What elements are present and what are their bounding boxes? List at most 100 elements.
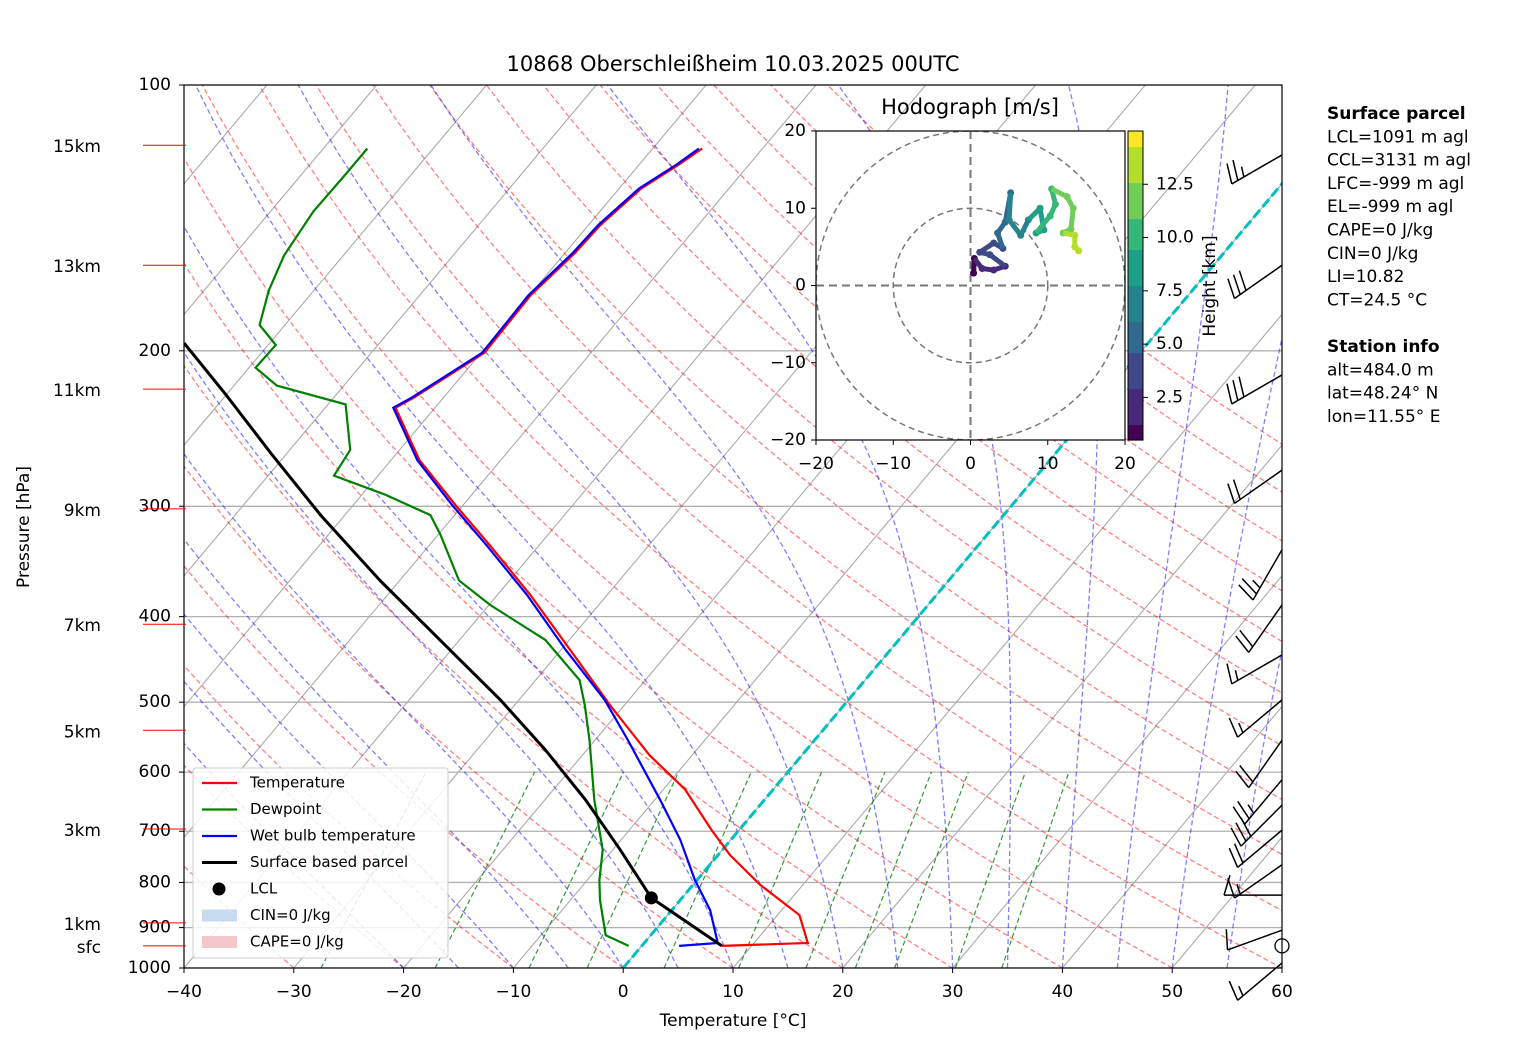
height-label: 1km	[64, 915, 101, 935]
height-label: 15km	[53, 137, 101, 157]
colorbar-segment	[1128, 213, 1143, 220]
colorbar-segment	[1128, 203, 1143, 209]
mixing-ratio-line	[434, 771, 536, 968]
y-axis-label: Pressure [hPa]	[14, 466, 34, 588]
height-label: 7km	[64, 616, 101, 636]
mixing-ratio-line	[954, 771, 1026, 968]
height-label: 5km	[64, 722, 101, 742]
colorbar-segment	[1128, 285, 1143, 292]
x-tick-label: 20	[1114, 454, 1136, 474]
x-tick-label: 30	[942, 982, 964, 1002]
colorbar-segment	[1128, 419, 1143, 426]
legend-label: Dewpoint	[250, 800, 321, 818]
wind-barb	[1225, 929, 1283, 951]
y-tick-label: 300	[139, 496, 171, 516]
panel-title: Surface parcel	[1327, 104, 1466, 124]
isotherm	[1061, 705, 1282, 968]
colorbar-tick-label: 10.0	[1156, 228, 1194, 248]
colorbar-segment	[1128, 337, 1143, 343]
dry-adiabat	[184, 262, 953, 968]
colorbar-segment	[1128, 290, 1143, 297]
colorbar-segment	[1128, 424, 1143, 431]
colorbar-frame	[1127, 130, 1144, 441]
y-tick-label: 700	[139, 821, 171, 841]
hodograph-background	[816, 131, 1125, 440]
y-tick-label: −10	[770, 353, 806, 373]
hodograph-segment	[1034, 214, 1053, 235]
colorbar-segment	[1128, 218, 1143, 225]
x-axis-label: Temperature [°C]	[659, 1011, 807, 1031]
y-tick-label: 800	[139, 872, 171, 892]
colorbar-segment	[1128, 409, 1143, 415]
panel-line: CCL=3131 m agl	[1327, 151, 1471, 171]
colorbar-segment	[1128, 136, 1143, 142]
panel-line: alt=484.0 m	[1327, 360, 1434, 380]
mixing-ratio-line	[805, 771, 886, 968]
dry-adiabat	[184, 157, 1063, 968]
panel-line: CT=24.5 °C	[1327, 290, 1427, 310]
colorbar-segment	[1128, 347, 1143, 354]
colorbar-segment	[1128, 398, 1143, 405]
legend-label: Surface based parcel	[250, 853, 408, 871]
legend-label: LCL	[250, 880, 278, 898]
colorbar-segment	[1128, 131, 1143, 137]
hodograph-title: Hodograph [m/s]	[881, 95, 1059, 119]
colorbar-segment	[1128, 156, 1143, 163]
colorbar-segment	[1128, 234, 1143, 240]
colorbar-segment	[1128, 177, 1143, 184]
profile-line	[254, 147, 630, 947]
panel-title: Station info	[1327, 337, 1440, 357]
y-tick-label: 900	[139, 918, 171, 938]
height-label: 13km	[53, 257, 101, 277]
dry-adiabat	[827, 85, 1282, 445]
x-tick-label: 20	[832, 982, 854, 1002]
wind-barb	[1223, 874, 1282, 896]
wind-barb	[1226, 654, 1283, 685]
y-tick-label: 0	[795, 276, 806, 296]
colorbar-segment	[1128, 182, 1143, 189]
y-tick-label: −20	[770, 430, 806, 450]
y-tick-label: 200	[139, 341, 171, 361]
profile-line	[184, 342, 723, 948]
mixing-ratio-line	[663, 771, 752, 968]
colorbar-segment	[1128, 306, 1143, 312]
y-tick-label: 1000	[128, 958, 171, 978]
dry-adiabat	[315, 85, 1282, 912]
moist-adiabat	[297, 85, 844, 968]
y-tick-label: 400	[139, 607, 171, 627]
colorbar-segment	[1128, 167, 1143, 173]
legend-box	[192, 767, 449, 959]
panel-line: LCL=1091 m agl	[1327, 127, 1469, 147]
isotherm	[184, 85, 597, 577]
dry-adiabat	[372, 85, 1282, 856]
colorbar-segment	[1128, 197, 1143, 204]
mixing-ratio-line	[738, 771, 823, 968]
isotherm	[184, 85, 487, 446]
height-label: 9km	[64, 501, 101, 521]
isotherm	[732, 313, 1282, 968]
colorbar-segment	[1128, 331, 1143, 338]
dry-adiabat	[184, 564, 624, 968]
moist-adiabat	[430, 85, 899, 968]
colorbar-segment	[1128, 254, 1143, 261]
x-tick-label: 0	[618, 982, 629, 1002]
y-tick-label: 10	[784, 198, 806, 218]
isotherm	[842, 444, 1282, 968]
wind-barb	[1238, 549, 1283, 601]
wind-barb	[1226, 154, 1283, 185]
freezing-isotherm	[622, 181, 1282, 968]
y-tick-label: 500	[139, 692, 171, 712]
x-tick-label: −10	[495, 982, 531, 1002]
colorbar-segment	[1128, 316, 1143, 323]
panel-line: CIN=0 J/kg	[1327, 244, 1418, 264]
x-tick-label: −10	[875, 454, 911, 474]
dry-adiabat	[184, 364, 844, 968]
isotherm	[184, 85, 707, 708]
x-tick-label: 50	[1161, 982, 1183, 1002]
colorbar-segment	[1128, 172, 1143, 178]
legend-swatch	[202, 936, 237, 948]
colorbar-segment	[1128, 362, 1143, 369]
colorbar-segment	[1128, 259, 1143, 266]
